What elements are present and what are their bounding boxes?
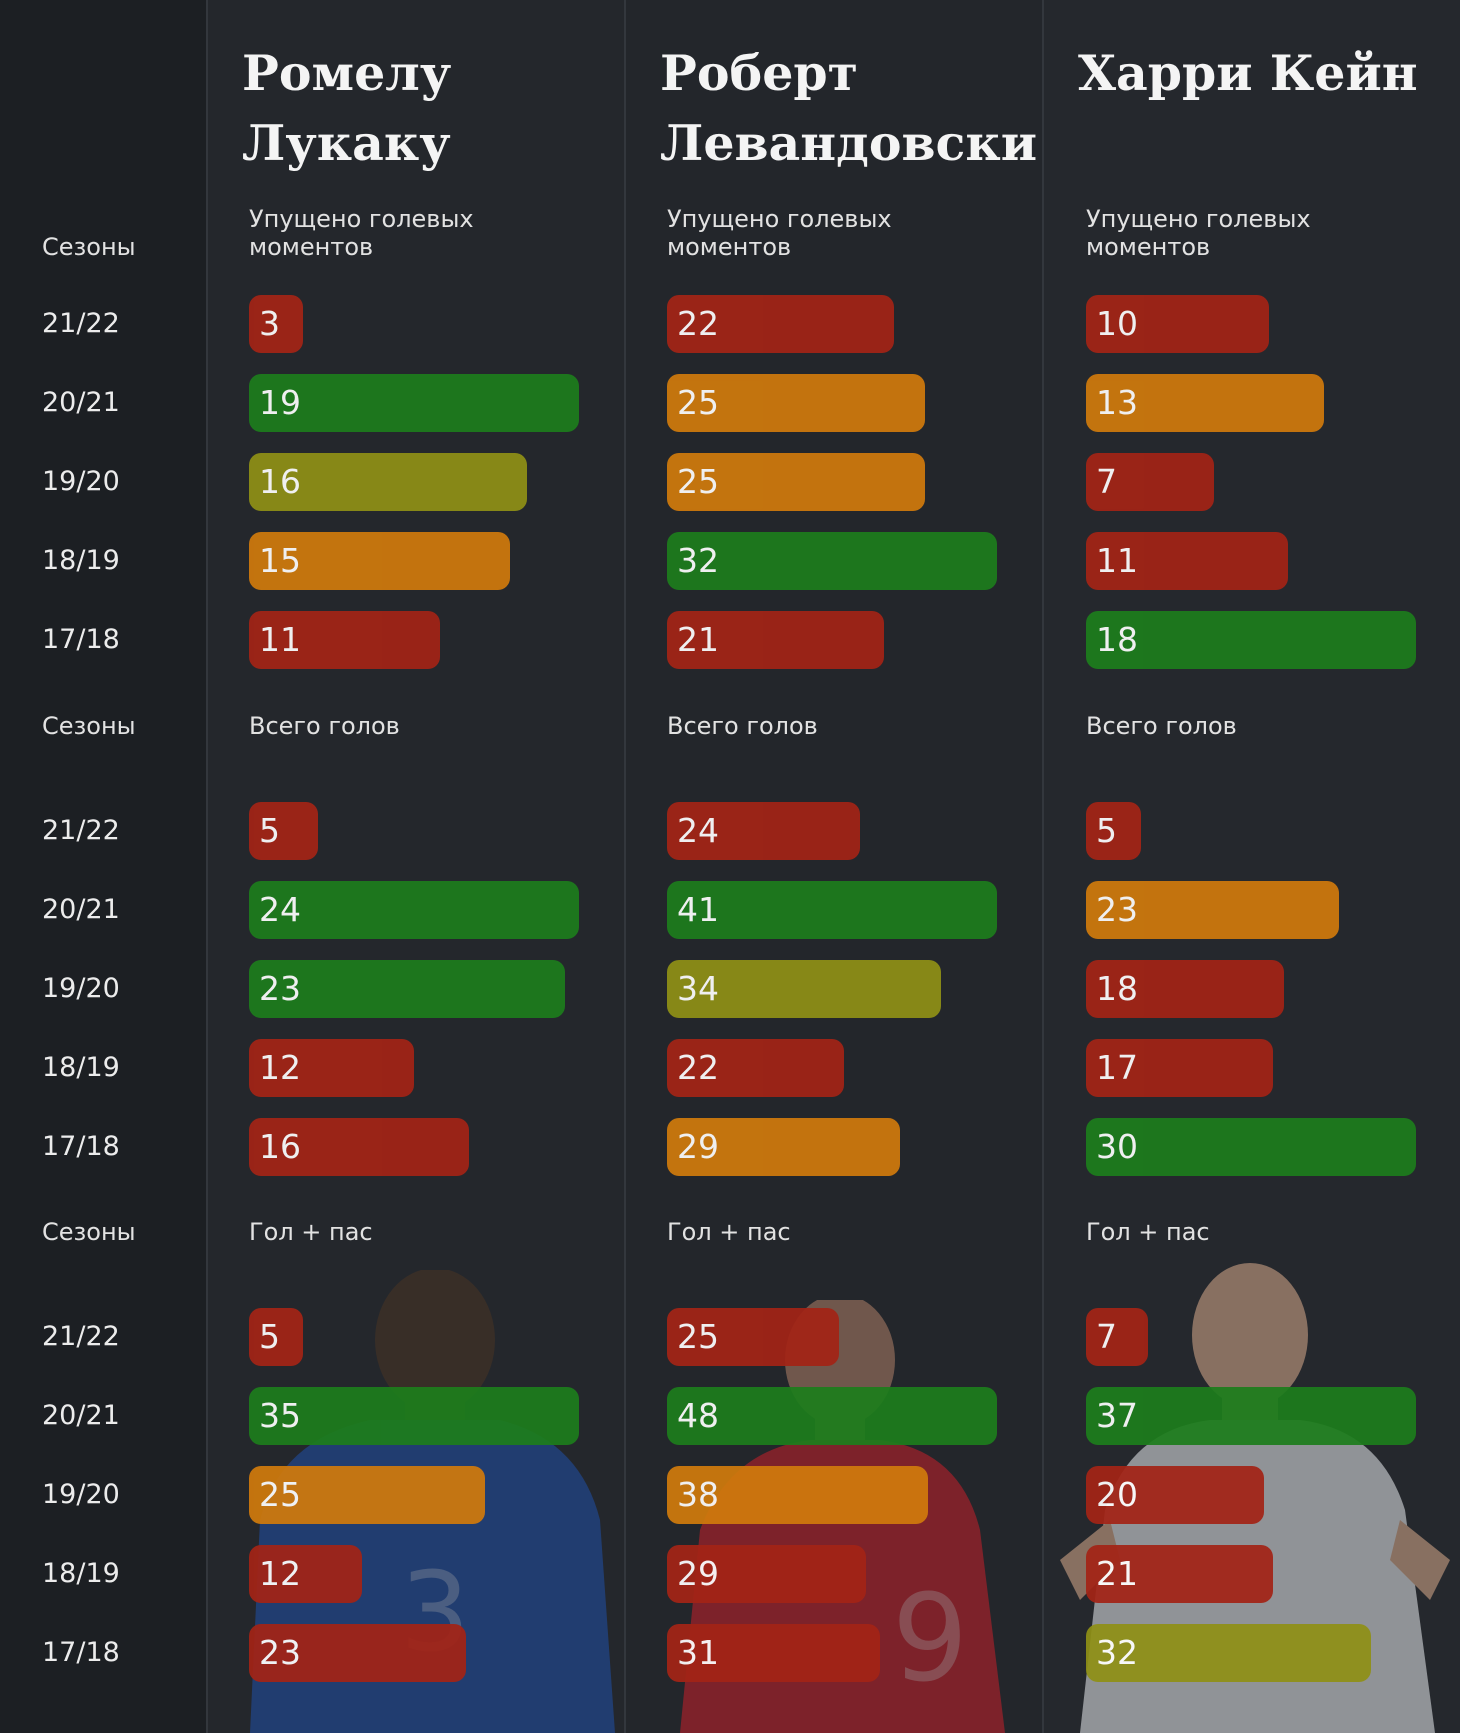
season-label: 20/21 [42, 894, 120, 925]
season-label: 18/19 [42, 1558, 120, 1589]
section-title: Упущено голевых моментов [249, 205, 474, 261]
bar: 23 [249, 960, 565, 1018]
season-label: 20/21 [42, 1400, 120, 1431]
bar: 25 [249, 1466, 485, 1524]
section-title: Всего голов [249, 712, 400, 740]
bar: 24 [249, 881, 579, 939]
season-label: 21/22 [42, 815, 120, 846]
section-title: Упущено голевых моментов [667, 205, 892, 261]
bar: 22 [667, 1039, 844, 1097]
bar: 32 [667, 532, 997, 590]
season-label: 19/20 [42, 973, 120, 1004]
bar: 21 [667, 611, 884, 669]
bar: 7 [1086, 1308, 1148, 1366]
bar: 16 [249, 1118, 469, 1176]
bar: 48 [667, 1387, 997, 1445]
bar: 37 [1086, 1387, 1416, 1445]
bar: 13 [1086, 374, 1324, 432]
bar: 31 [667, 1624, 880, 1682]
seasons-header: Сезоны [42, 712, 136, 740]
column-divider [1042, 0, 1044, 1733]
bar: 29 [667, 1118, 900, 1176]
bar: 25 [667, 374, 925, 432]
bar: 15 [249, 532, 510, 590]
bar: 38 [667, 1466, 928, 1524]
bar: 10 [1086, 295, 1269, 353]
column-divider [206, 0, 208, 1733]
season-label: 17/18 [42, 624, 120, 655]
bar: 19 [249, 374, 579, 432]
bar: 11 [1086, 532, 1288, 590]
bar: 5 [249, 1308, 303, 1366]
section-title: Всего голов [1086, 712, 1237, 740]
season-label: 21/22 [42, 308, 120, 339]
season-label: 21/22 [42, 1321, 120, 1352]
bar: 23 [249, 1624, 466, 1682]
bar: 7 [1086, 453, 1214, 511]
bar: 5 [249, 802, 318, 860]
bar: 17 [1086, 1039, 1273, 1097]
bar: 22 [667, 295, 894, 353]
bar: 18 [1086, 611, 1416, 669]
season-label: 17/18 [42, 1637, 120, 1668]
bar: 25 [667, 1308, 839, 1366]
bar: 30 [1086, 1118, 1416, 1176]
season-column-background [0, 0, 206, 1733]
player-name: Ромелу Лукаку [242, 44, 452, 172]
seasons-header: Сезоны [42, 1218, 136, 1246]
bar: 12 [249, 1545, 362, 1603]
bar: 11 [249, 611, 440, 669]
bar: 32 [1086, 1624, 1371, 1682]
section-title: Всего голов [667, 712, 818, 740]
season-label: 20/21 [42, 387, 120, 418]
bar: 18 [1086, 960, 1284, 1018]
section-title: Гол + пас [249, 1218, 373, 1246]
season-label: 18/19 [42, 1052, 120, 1083]
bar: 3 [249, 295, 303, 353]
season-label: 18/19 [42, 545, 120, 576]
seasons-header: Сезоны [42, 233, 136, 261]
bar: 5 [1086, 802, 1141, 860]
bar: 23 [1086, 881, 1339, 939]
section-title: Гол + пас [1086, 1218, 1210, 1246]
bar: 21 [1086, 1545, 1273, 1603]
bar: 20 [1086, 1466, 1264, 1524]
section-title: Упущено голевых моментов [1086, 205, 1311, 261]
player-name: Харри Кейн [1078, 44, 1418, 102]
bar: 34 [667, 960, 941, 1018]
column-divider [624, 0, 626, 1733]
bar: 12 [249, 1039, 414, 1097]
bar: 24 [667, 802, 860, 860]
bar: 25 [667, 453, 925, 511]
season-label: 19/20 [42, 1479, 120, 1510]
player-name: Роберт Левандовски [660, 44, 1038, 172]
season-label: 17/18 [42, 1131, 120, 1162]
bar: 41 [667, 881, 997, 939]
bar: 35 [249, 1387, 579, 1445]
section-title: Гол + пас [667, 1218, 791, 1246]
bar: 29 [667, 1545, 866, 1603]
bar: 16 [249, 453, 527, 511]
season-label: 19/20 [42, 466, 120, 497]
